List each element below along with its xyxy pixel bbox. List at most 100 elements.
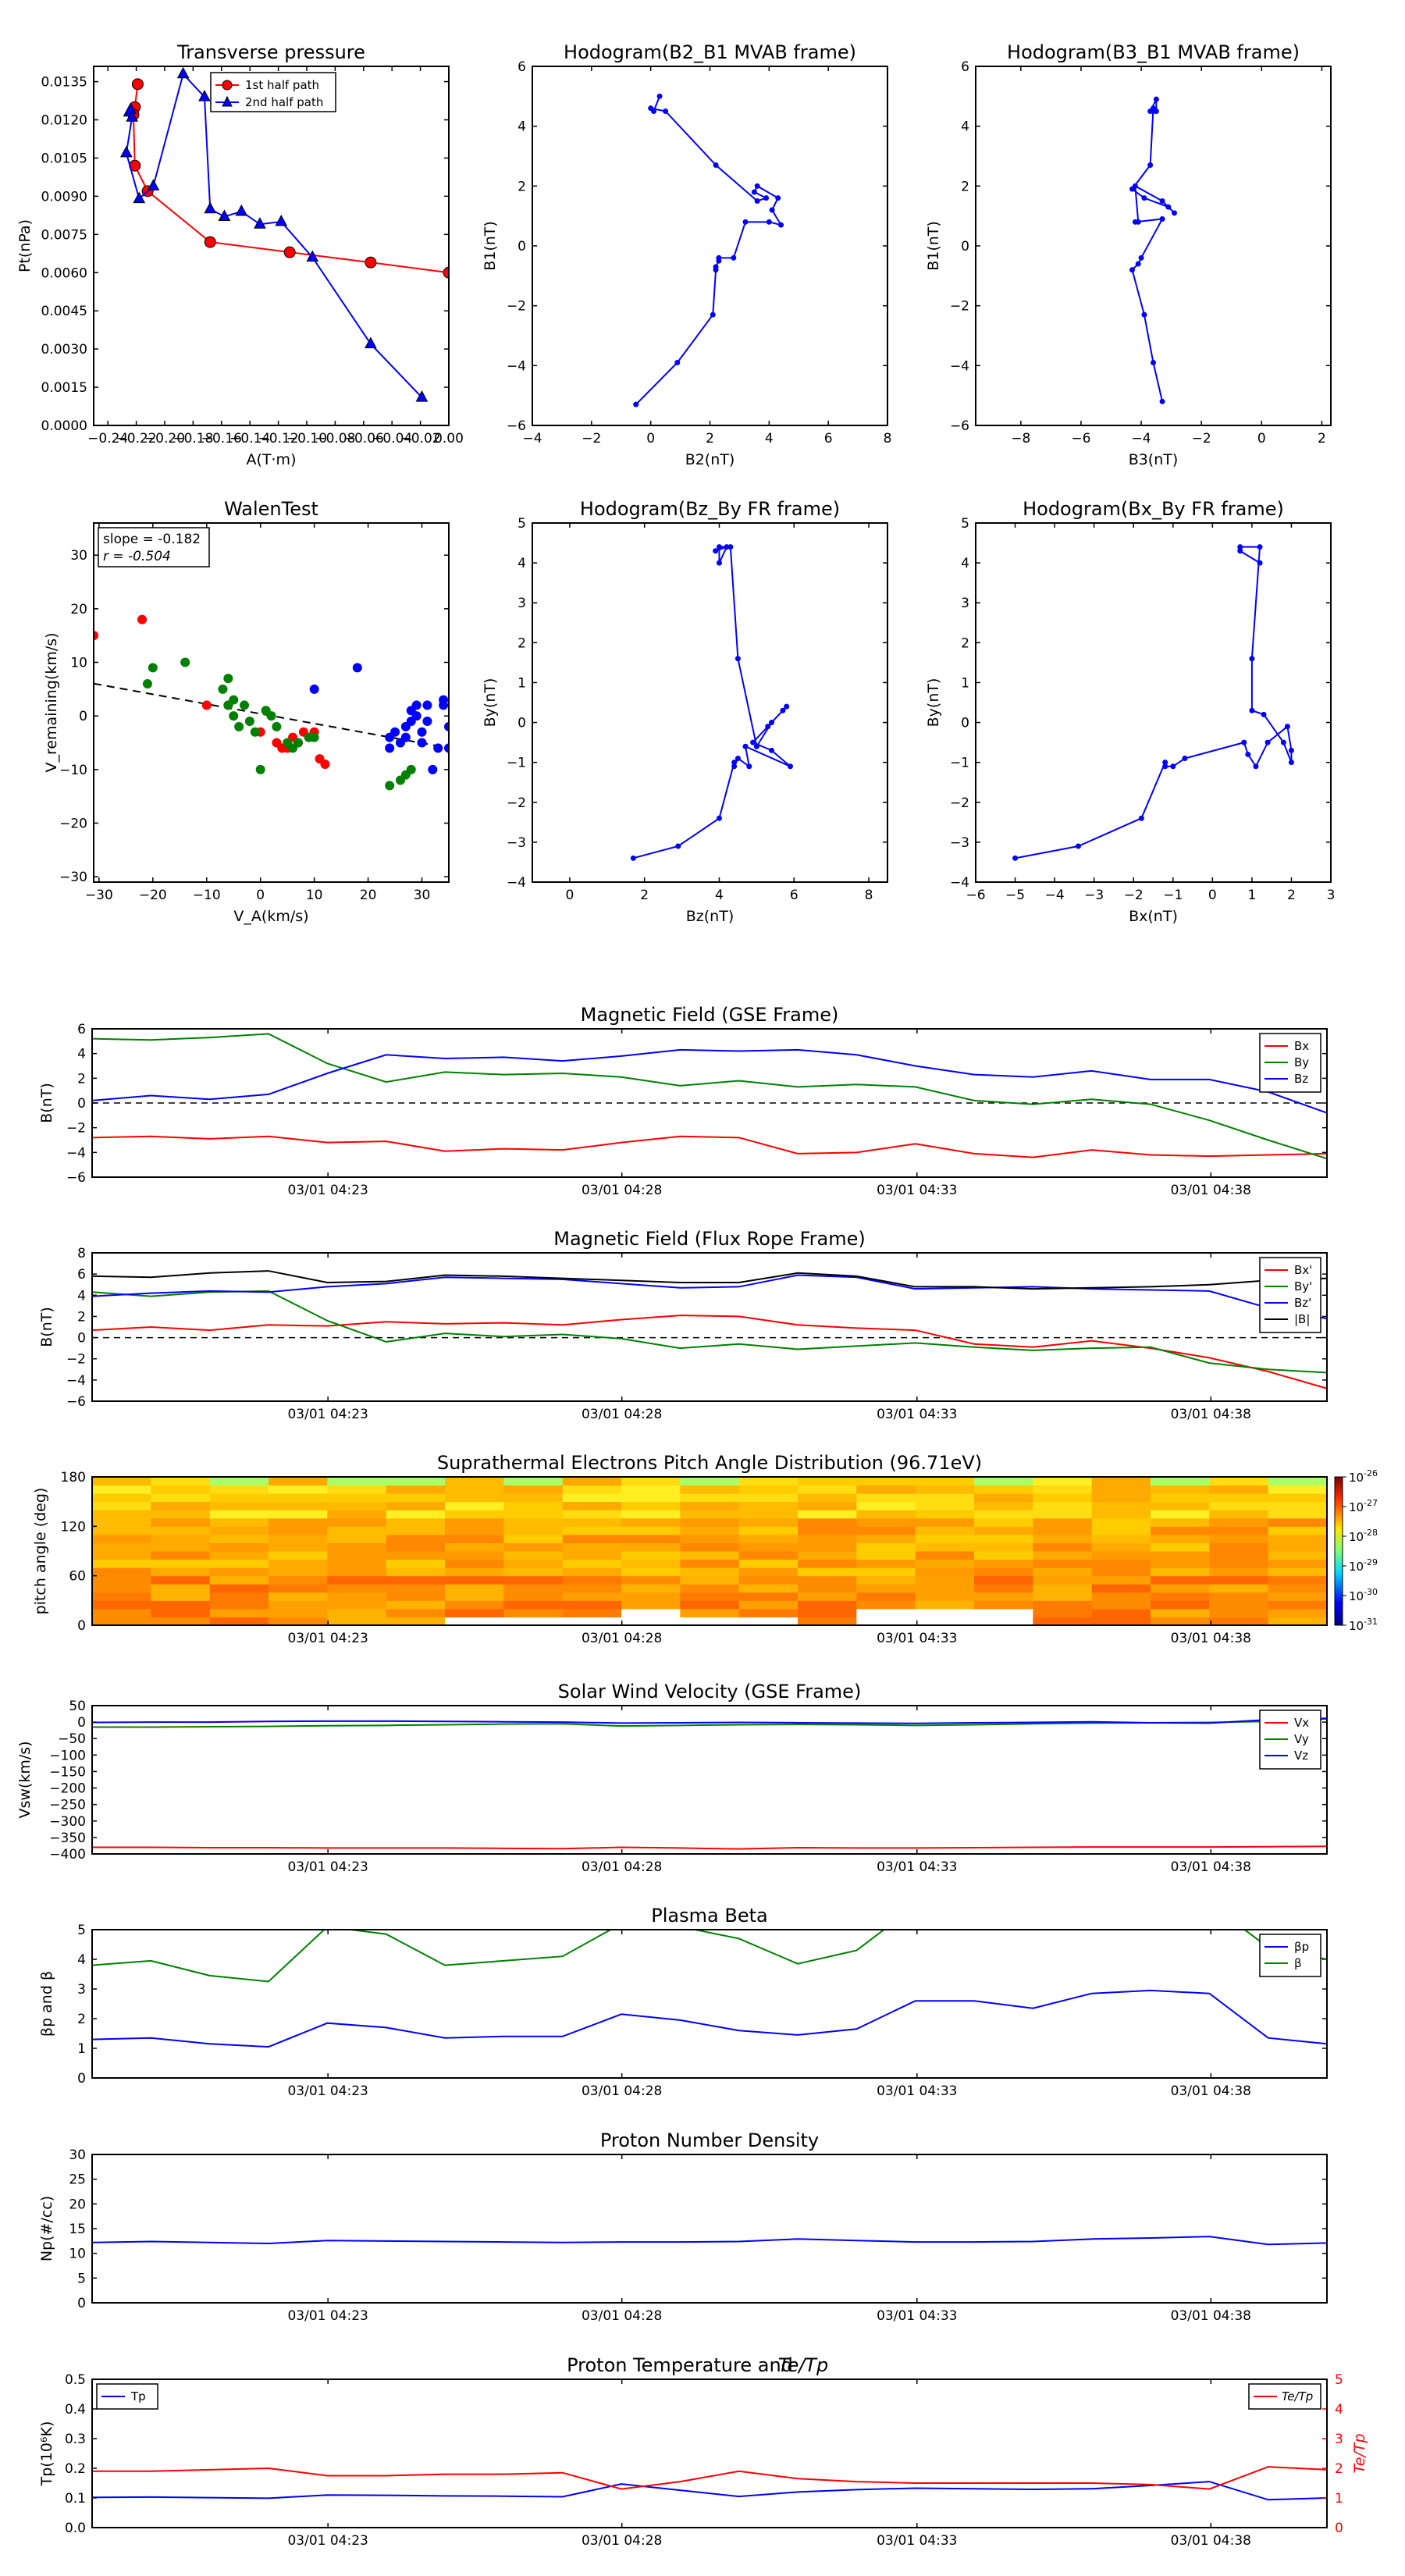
heatmap-cell xyxy=(1209,1534,1269,1543)
heatmap-cell xyxy=(915,1608,975,1617)
x-tick-label: 3 xyxy=(1327,888,1336,903)
data-point xyxy=(1261,711,1267,717)
data-point xyxy=(769,720,775,726)
data-point xyxy=(415,390,429,402)
heatmap-cell xyxy=(738,1617,799,1626)
heatmap-cell xyxy=(209,1517,269,1527)
heatmap-cell xyxy=(680,1551,740,1560)
data-point xyxy=(444,743,449,753)
heatmap-cell xyxy=(1209,1542,1269,1552)
data-point xyxy=(235,204,248,216)
y-tick-label: 0.0030 xyxy=(41,342,87,358)
heatmap-cell xyxy=(915,1542,975,1552)
heatmap-cell xyxy=(1268,1477,1328,1486)
heatmap-cell xyxy=(1033,1559,1093,1568)
heatmap-cell xyxy=(92,1592,151,1601)
heatmap-cell xyxy=(562,1608,622,1617)
heatmap-cell xyxy=(269,1526,328,1535)
heatmap-cell xyxy=(974,1575,1033,1585)
heatmap-cell xyxy=(1091,1575,1151,1585)
heatmap-cell xyxy=(269,1517,328,1527)
data-point xyxy=(769,207,775,213)
y-tick-label: 0.0090 xyxy=(41,189,87,205)
data-point xyxy=(766,219,772,225)
heatmap-cell xyxy=(445,1551,504,1560)
y-tick-label: −100 xyxy=(49,1748,86,1763)
data-point xyxy=(142,678,152,688)
heatmap-cell xyxy=(1033,1477,1093,1486)
data-point xyxy=(275,214,288,226)
y-tick-label: 8 xyxy=(77,1246,86,1261)
heatmap-cell xyxy=(1151,1542,1210,1552)
heatmap-cell xyxy=(386,1493,446,1503)
plot-area xyxy=(92,1270,1327,1389)
y-tick-label: 0.5 xyxy=(65,2372,86,2388)
heatmap-cell xyxy=(621,1493,681,1503)
heatmap-cell xyxy=(856,1617,916,1626)
heatmap-cell xyxy=(621,1608,681,1617)
data-point xyxy=(630,855,636,861)
heatmap-cell xyxy=(738,1608,799,1617)
y-axis-label-right: Te/Tp xyxy=(1351,2433,1368,2473)
heatmap-cell xyxy=(209,1617,269,1626)
data-point xyxy=(1237,544,1243,550)
y-tick-label: 60 xyxy=(69,1569,86,1585)
data-point xyxy=(1288,747,1294,753)
y-tick-label: 6 xyxy=(77,1267,86,1283)
heatmap-cell xyxy=(327,1517,387,1527)
data-point xyxy=(385,781,395,791)
heatmap-cell xyxy=(856,1485,916,1494)
heatmap-cell xyxy=(680,1493,740,1503)
y-tick-label-right: 4 xyxy=(1335,2402,1343,2418)
x-tick-label: 03/01 04:33 xyxy=(877,1183,957,1198)
x-tick-label: 03/01 04:33 xyxy=(877,2533,957,2549)
x-tick-label: 2 xyxy=(640,888,649,903)
data-point xyxy=(1147,109,1154,114)
data-point xyxy=(751,189,757,195)
data-point xyxy=(1182,756,1188,762)
series-line-By xyxy=(92,1290,1327,1374)
y-tick-label: 5 xyxy=(961,516,969,532)
panel-title: Transverse pressure xyxy=(176,41,365,63)
y-tick-label: −4 xyxy=(950,358,969,374)
y-tick-label: −350 xyxy=(49,1831,86,1846)
panel-title: Magnetic Field (GSE Frame) xyxy=(581,1004,839,1026)
heatmap-cell xyxy=(327,1584,387,1593)
panel-4: Hodogram(Bz_By FR frame) 0 2 4 6 8 −4 −3 −2 −1 0 1 2… xyxy=(482,498,888,925)
y-tick-label: −10 xyxy=(59,763,87,778)
heatmap-cell xyxy=(503,1608,564,1617)
x-tick-label: −3 xyxy=(1084,888,1104,903)
data-point xyxy=(1138,254,1144,261)
plot-frame xyxy=(91,1705,1328,1855)
data-point xyxy=(147,179,160,190)
heatmap-cell xyxy=(1091,1493,1151,1503)
heatmap-cell xyxy=(327,1617,387,1626)
heatmap-cell xyxy=(680,1477,740,1486)
legend-label: By xyxy=(1294,1055,1309,1069)
data-point xyxy=(433,743,443,753)
heatmap-cell xyxy=(974,1559,1033,1568)
series-line-Bx xyxy=(92,1135,1327,1158)
heatmap-cell xyxy=(209,1567,269,1577)
heatmap-cell xyxy=(562,1600,622,1610)
plot-area xyxy=(120,66,449,402)
plot-area xyxy=(92,2466,1327,2501)
x-tick-label: 03/01 04:38 xyxy=(1171,1407,1251,1422)
heatmap-cell xyxy=(1033,1584,1093,1593)
heatmap-cell xyxy=(503,1559,564,1568)
heatmap-cell xyxy=(209,1485,269,1494)
heatmap-cell xyxy=(1091,1485,1151,1494)
y-tick-label: 2 xyxy=(961,179,969,194)
data-point xyxy=(1171,210,1177,216)
y-tick-label: −4 xyxy=(66,1145,86,1161)
y-tick-label: 5 xyxy=(77,1923,86,1938)
heatmap-cell xyxy=(680,1526,740,1535)
heatmap-cell xyxy=(856,1477,916,1486)
data-point xyxy=(1159,398,1165,404)
legend-label: Vy xyxy=(1294,1732,1309,1746)
plot-area xyxy=(92,1717,1327,1850)
heatmap-cell xyxy=(974,1542,1033,1552)
data-point xyxy=(365,336,377,349)
heatmap-cell xyxy=(680,1485,740,1494)
heatmap-cell xyxy=(209,1542,269,1552)
